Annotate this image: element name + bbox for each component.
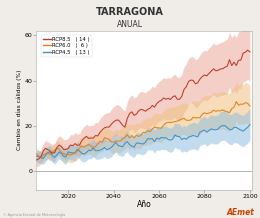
Text: ANUAL: ANUAL <box>117 20 143 29</box>
Text: AEmet: AEmet <box>227 208 255 217</box>
Y-axis label: Cambio en días cálidos (%): Cambio en días cálidos (%) <box>16 70 22 150</box>
X-axis label: Año: Año <box>137 200 152 209</box>
Text: TARRAGONA: TARRAGONA <box>96 7 164 17</box>
Legend: RCP8.5   ( 14 ), RCP6.0   (  6 ), RCP4.5   ( 13 ): RCP8.5 ( 14 ), RCP6.0 ( 6 ), RCP4.5 ( 13… <box>41 35 92 57</box>
Text: © Agencia Estatal de Meteorología: © Agencia Estatal de Meteorología <box>3 213 65 217</box>
